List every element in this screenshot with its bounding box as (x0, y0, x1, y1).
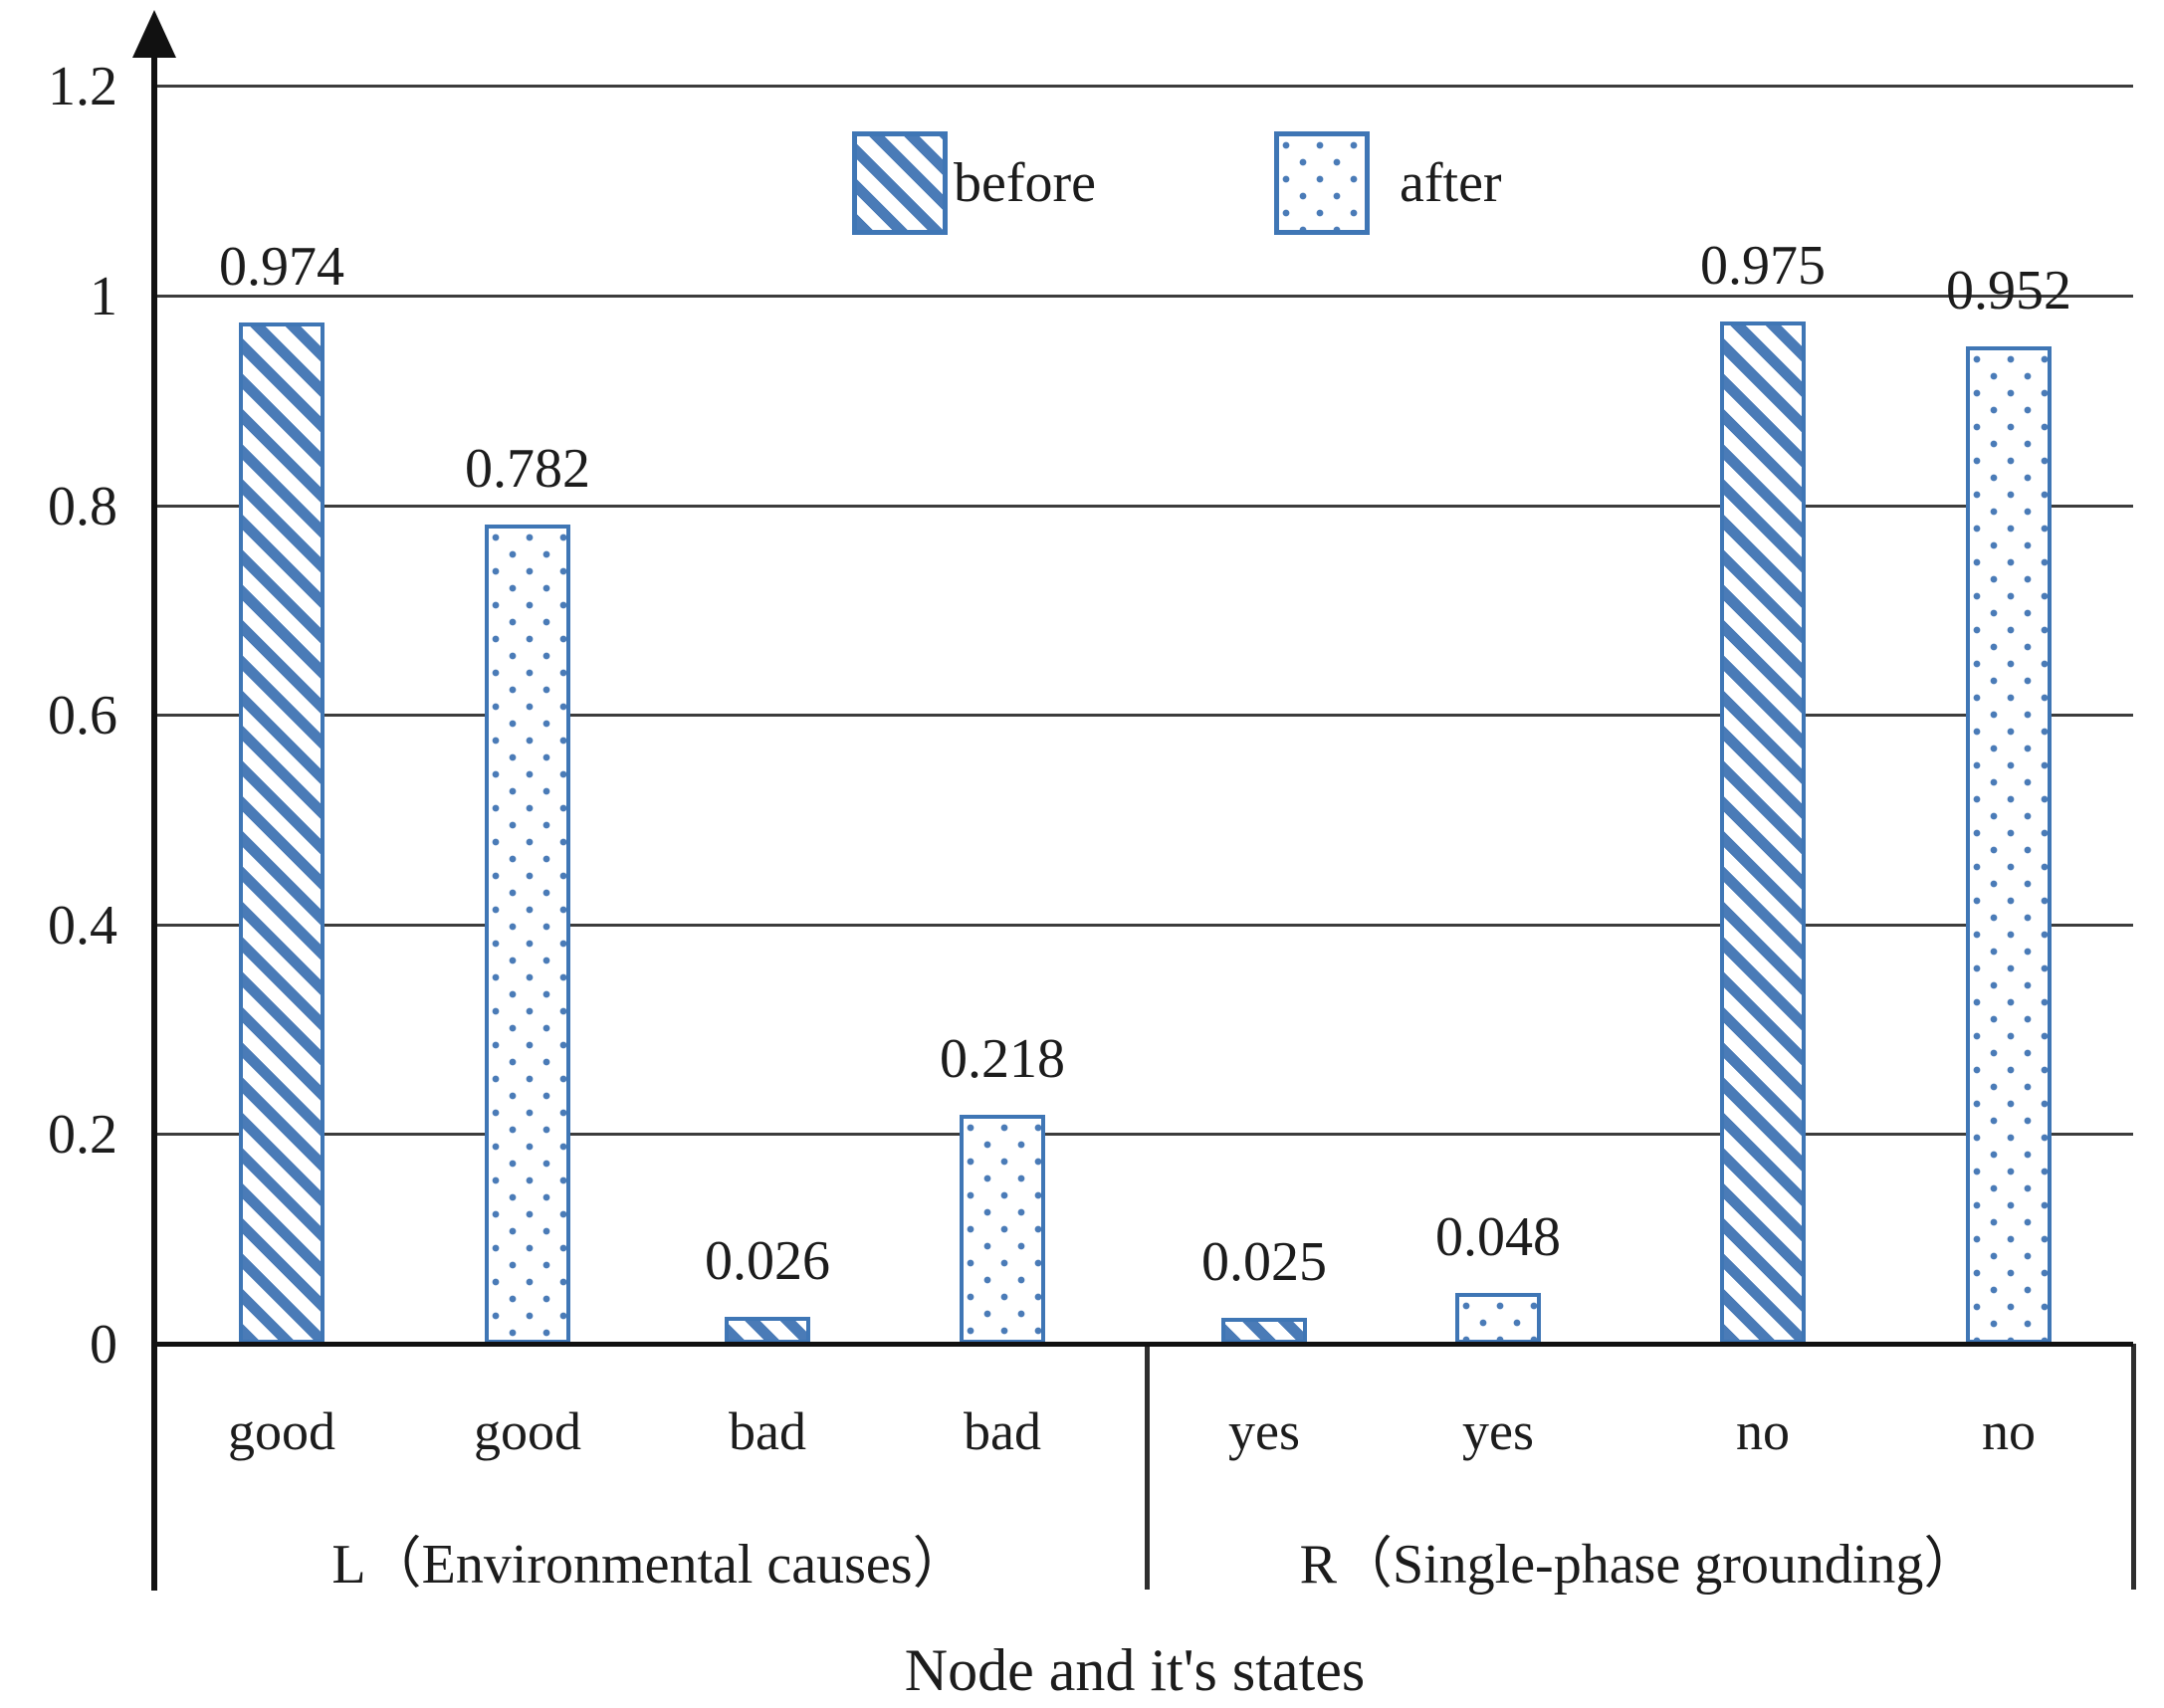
group-label-environmental-causes: L（Environmental causes） (331, 1534, 969, 1596)
bar-state-label-good: good (474, 1401, 581, 1461)
x-axis-line (154, 1342, 2133, 1347)
bar-value-label: 0.782 (465, 438, 590, 500)
bar-value-label: 0.975 (1700, 235, 1826, 297)
bar-good-before (239, 322, 325, 1344)
bar-state-label-no: no (1982, 1401, 2036, 1461)
bar-yes-before (1221, 1318, 1307, 1344)
after-dots-swatch-icon (1274, 131, 1370, 235)
bar-state-label-yes: yes (1228, 1401, 1300, 1461)
bar-yes-after (1455, 1293, 1541, 1344)
bar-state-label-good: good (228, 1401, 335, 1461)
bar-state-label-bad: bad (729, 1401, 806, 1461)
bar-bad-after (960, 1115, 1045, 1344)
gridline-0.4 (154, 923, 2133, 927)
bar-value-label: 0.974 (219, 236, 344, 298)
bar-state-label-bad: bad (964, 1401, 1041, 1461)
y-tick-label-0.4: 0.4 (48, 894, 117, 957)
bar-value-label: 0.048 (1435, 1206, 1561, 1268)
y-tick-label-0.8: 0.8 (48, 475, 117, 537)
bar-value-label: 0.026 (705, 1230, 830, 1292)
bar-bad-before (725, 1317, 810, 1344)
before-hatch-swatch-icon (852, 131, 948, 235)
y-axis-line (151, 38, 157, 1591)
legend-label-after: after (1400, 152, 1502, 214)
x-axis-title: Node and it's states (904, 1637, 1366, 1703)
bar-state-label-no: no (1736, 1401, 1790, 1461)
bar-state-label-yes: yes (1462, 1401, 1534, 1461)
gridline-1 (154, 295, 2133, 298)
legend-item-before: before (852, 131, 1096, 235)
bar-no-before (1720, 321, 1806, 1344)
y-tick-label-0.6: 0.6 (48, 685, 117, 747)
bar-value-label: 0.952 (1946, 260, 2071, 321)
y-axis-arrow-icon (132, 10, 176, 58)
bar-value-label: 0.025 (1201, 1231, 1327, 1293)
gridline-0.2 (154, 1133, 2133, 1137)
gridline-0.8 (154, 504, 2133, 508)
bar-value-label: 0.218 (940, 1028, 1065, 1090)
y-tick-label-1.2: 1.2 (48, 56, 117, 118)
group-label-single-phase-grounding: R（Single-phase grounding） (1299, 1534, 1980, 1596)
gridline-1.2 (154, 85, 2133, 89)
plot-right-border-line (2131, 1344, 2136, 1590)
y-tick-label-0.2: 0.2 (48, 1104, 117, 1167)
bar-no-after (1966, 346, 2052, 1344)
bar-good-after (485, 525, 570, 1344)
gridline-0.6 (154, 714, 2133, 718)
group-separator-line (1145, 1344, 1150, 1590)
legend-label-before: before (954, 152, 1097, 214)
legend-item-after: after (1274, 131, 1502, 235)
y-tick-label-1: 1 (90, 266, 117, 327)
y-tick-label-0: 0 (90, 1314, 117, 1376)
